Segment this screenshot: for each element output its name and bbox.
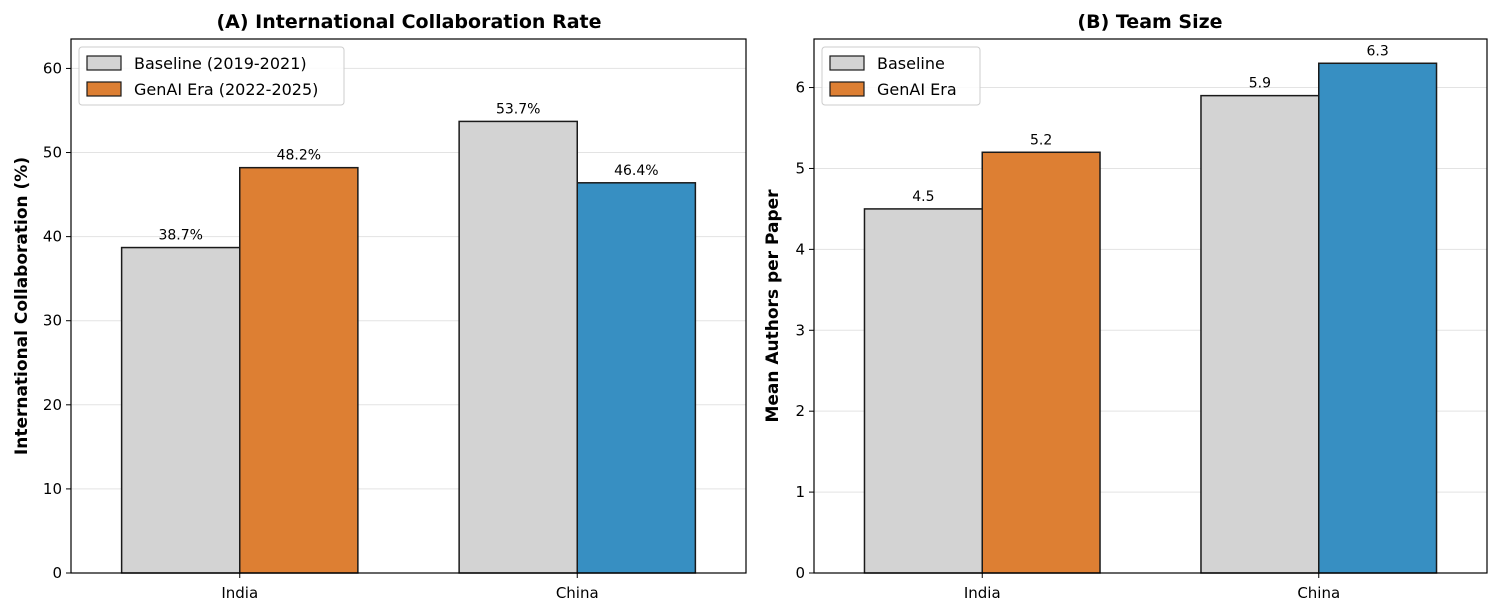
panel-b-legend-label: Baseline <box>877 54 945 73</box>
panel-b-y-ticks: 0 1 2 3 4 5 6 <box>795 79 814 582</box>
panel-a-data-label: 38.7% <box>158 228 202 244</box>
panel-b-frame <box>813 38 1488 574</box>
panel-a-x-tick-label: China <box>556 584 599 602</box>
panel-b-data-label: 5.9 <box>1249 76 1271 92</box>
panel-a-y-tick-label: 60 <box>43 59 62 77</box>
panel-a-y-tick-label: 40 <box>43 228 62 246</box>
panel-a-data-labels: 38.7% 48.2% 53.7% 46.4% <box>158 101 658 243</box>
panel-a-legend: Baseline (2019-2021) GenAI Era (2022-2025… <box>78 46 345 106</box>
panel-a-data-label: 53.7% <box>496 101 540 117</box>
panel-a-title: (A) International Collaboration Rate <box>217 11 602 33</box>
panel-a-y-axis-label: International Collaboration (%) <box>12 157 32 455</box>
panel-b-title: (B) Team Size <box>1077 11 1222 33</box>
panel-b-x-tick-label: China <box>1297 584 1340 602</box>
panel-b-bars <box>863 62 1438 574</box>
panel-a-chart: (A) International Collaboration Rate Int… <box>12 11 747 602</box>
panel-b-x-ticks: India China <box>964 573 1340 602</box>
panel-b-y-tick-label: 6 <box>795 79 805 97</box>
panel-b-chart: (B) Team Size Mean Authors per Paper 4.5… <box>763 11 1488 602</box>
panel-b-data-label: 5.2 <box>1030 132 1052 148</box>
panel-b-y-tick-label: 5 <box>795 159 805 177</box>
panel-b-data-labels: 4.5 5.2 5.9 6.3 <box>912 43 1389 205</box>
panel-a-x-ticks: India China <box>221 573 599 602</box>
panel-a-data-label: 48.2% <box>277 148 321 164</box>
panel-b-legend-swatch <box>829 81 865 97</box>
panel-a-y-tick-label: 20 <box>43 396 62 414</box>
panel-a-legend-label: Baseline (2019-2021) <box>134 54 307 73</box>
panel-a-x-tick-label: India <box>221 584 258 602</box>
panel-a-y-tick-label: 50 <box>43 144 62 162</box>
panel-b-bar-china-baseline <box>1200 94 1320 574</box>
panel-a-bar-china-genai <box>576 182 697 574</box>
panel-a-bars <box>120 120 697 574</box>
panel-a-legend-box <box>78 46 345 106</box>
panel-b-y-tick-label: 2 <box>795 402 805 420</box>
panel-a-y-tick-label: 30 <box>43 312 62 330</box>
panel-b-y-tick-label: 1 <box>795 483 805 501</box>
panel-b-legend: Baseline GenAI Era <box>821 46 981 106</box>
panel-a-legend-label: GenAI Era (2022-2025) <box>134 80 318 99</box>
panel-a-legend-swatch <box>86 55 122 71</box>
panel-b-legend-swatch <box>829 55 865 71</box>
panel-b-y-tick-label: 3 <box>795 321 805 339</box>
panel-b-x-tick-label: India <box>964 584 1001 602</box>
panel-a-bar-india-genai <box>239 166 359 574</box>
panel-b-data-label: 6.3 <box>1367 43 1389 59</box>
panel-a-legend-swatch <box>86 81 122 97</box>
panel-b-y-axis-label: Mean Authors per Paper <box>763 189 783 423</box>
panel-b-y-tick-label: 0 <box>795 564 805 582</box>
panel-b-bar-india-genai <box>981 151 1101 574</box>
panel-a-data-label: 46.4% <box>614 163 658 179</box>
panel-a-frame <box>70 38 747 574</box>
panel-a-y-tick-label: 0 <box>52 564 62 582</box>
panel-a-y-tick-label: 10 <box>43 480 62 498</box>
panel-b-bar-china-genai <box>1318 62 1438 574</box>
panel-a-y-ticks: 0 10 20 30 40 50 60 <box>43 59 71 582</box>
panel-b-bar-india-baseline <box>863 208 983 574</box>
panel-b-data-label: 4.5 <box>912 189 934 205</box>
panel-b-legend-label: GenAI Era <box>877 80 957 99</box>
panel-b-y-tick-label: 4 <box>795 240 805 258</box>
panel-a-bar-china-baseline <box>458 120 578 574</box>
panel-a-bar-india-baseline <box>120 246 241 574</box>
